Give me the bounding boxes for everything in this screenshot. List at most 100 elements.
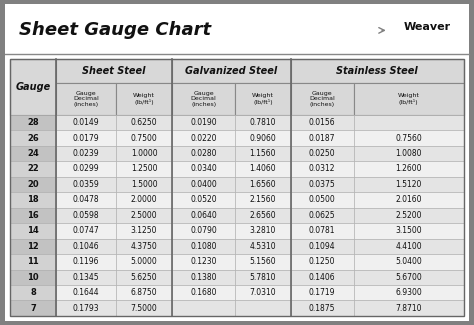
Bar bbox=[235, 239, 291, 254]
Text: 4.4100: 4.4100 bbox=[395, 242, 422, 251]
Bar bbox=[291, 223, 354, 239]
Bar bbox=[172, 177, 235, 192]
Text: Weight
(lb/ft¹): Weight (lb/ft¹) bbox=[398, 93, 419, 105]
Bar bbox=[10, 59, 56, 115]
Text: 0.0280: 0.0280 bbox=[191, 149, 217, 158]
Text: 0.1046: 0.1046 bbox=[73, 242, 100, 251]
Text: 26: 26 bbox=[27, 134, 39, 143]
Text: 28: 28 bbox=[27, 118, 39, 127]
Bar bbox=[10, 177, 56, 192]
Text: Sheet Gauge Chart: Sheet Gauge Chart bbox=[19, 21, 211, 39]
Text: 0.0156: 0.0156 bbox=[309, 118, 336, 127]
Text: 0.0250: 0.0250 bbox=[309, 149, 336, 158]
Text: 0.1230: 0.1230 bbox=[191, 257, 217, 266]
Bar bbox=[172, 83, 235, 115]
Bar bbox=[235, 115, 291, 130]
Bar bbox=[354, 300, 464, 316]
Bar bbox=[354, 130, 464, 146]
Text: 0.0312: 0.0312 bbox=[309, 164, 335, 174]
Bar bbox=[291, 300, 354, 316]
Text: 0.0220: 0.0220 bbox=[191, 134, 217, 143]
Bar bbox=[291, 83, 354, 115]
Text: 0.0500: 0.0500 bbox=[309, 195, 336, 204]
Text: 0.0625: 0.0625 bbox=[309, 211, 336, 220]
Text: Sheet Steel: Sheet Steel bbox=[82, 66, 146, 76]
Text: 0.0790: 0.0790 bbox=[190, 226, 217, 235]
Bar bbox=[354, 285, 464, 300]
Bar bbox=[354, 223, 464, 239]
Bar bbox=[10, 130, 56, 146]
Text: 7.0310: 7.0310 bbox=[249, 288, 276, 297]
Bar bbox=[291, 161, 354, 177]
Bar bbox=[291, 254, 354, 269]
Bar bbox=[172, 239, 235, 254]
Bar bbox=[116, 115, 172, 130]
Bar bbox=[291, 59, 464, 83]
Bar bbox=[116, 223, 172, 239]
Text: 0.0478: 0.0478 bbox=[73, 195, 100, 204]
Bar bbox=[10, 59, 464, 316]
Bar bbox=[10, 146, 56, 161]
Text: 7: 7 bbox=[30, 304, 36, 313]
Bar bbox=[10, 239, 56, 254]
Text: 22: 22 bbox=[27, 164, 39, 174]
Bar bbox=[116, 192, 172, 208]
Bar bbox=[56, 83, 116, 115]
Text: 0.1080: 0.1080 bbox=[191, 242, 217, 251]
Bar bbox=[10, 115, 56, 130]
Bar bbox=[235, 83, 291, 115]
Text: 0.0375: 0.0375 bbox=[309, 180, 336, 189]
Text: 0.0187: 0.0187 bbox=[309, 134, 335, 143]
Text: 2.0160: 2.0160 bbox=[395, 195, 422, 204]
Text: 2.0000: 2.0000 bbox=[131, 195, 157, 204]
Bar bbox=[172, 192, 235, 208]
Text: 0.0179: 0.0179 bbox=[73, 134, 100, 143]
Text: Gauge
Decimal
(inches): Gauge Decimal (inches) bbox=[73, 91, 99, 107]
Bar bbox=[172, 269, 235, 285]
Text: 5.7810: 5.7810 bbox=[250, 273, 276, 282]
Text: 4.3750: 4.3750 bbox=[131, 242, 157, 251]
Text: 20: 20 bbox=[27, 180, 39, 189]
Text: 12: 12 bbox=[27, 242, 39, 251]
Bar bbox=[172, 161, 235, 177]
Bar bbox=[354, 192, 464, 208]
Bar bbox=[116, 177, 172, 192]
Text: 16: 16 bbox=[27, 211, 39, 220]
Bar bbox=[291, 146, 354, 161]
Text: 0.1345: 0.1345 bbox=[73, 273, 100, 282]
Text: 0.0781: 0.0781 bbox=[309, 226, 335, 235]
Text: 0.0340: 0.0340 bbox=[190, 164, 217, 174]
Text: Gauge
Decimal
(inches): Gauge Decimal (inches) bbox=[309, 91, 335, 107]
Bar bbox=[56, 208, 116, 223]
Bar bbox=[56, 177, 116, 192]
Bar bbox=[235, 300, 291, 316]
Bar bbox=[10, 300, 56, 316]
Text: 0.0190: 0.0190 bbox=[190, 118, 217, 127]
Text: 0.7560: 0.7560 bbox=[395, 134, 422, 143]
Bar bbox=[56, 285, 116, 300]
Bar bbox=[291, 177, 354, 192]
Bar bbox=[354, 161, 464, 177]
Text: 2.6560: 2.6560 bbox=[249, 211, 276, 220]
Bar bbox=[10, 223, 56, 239]
Bar bbox=[291, 239, 354, 254]
Text: 1.5000: 1.5000 bbox=[131, 180, 157, 189]
Text: 4.5310: 4.5310 bbox=[249, 242, 276, 251]
Bar bbox=[354, 269, 464, 285]
Bar bbox=[354, 208, 464, 223]
Bar bbox=[235, 177, 291, 192]
Text: 0.1644: 0.1644 bbox=[73, 288, 100, 297]
Bar bbox=[354, 239, 464, 254]
Bar bbox=[172, 146, 235, 161]
Text: 7.8710: 7.8710 bbox=[395, 304, 422, 313]
Text: 1.0000: 1.0000 bbox=[131, 149, 157, 158]
Bar bbox=[116, 239, 172, 254]
Bar bbox=[116, 269, 172, 285]
Text: Gauge: Gauge bbox=[16, 82, 51, 92]
Bar bbox=[291, 115, 354, 130]
Bar bbox=[116, 130, 172, 146]
Bar bbox=[235, 130, 291, 146]
Text: 14: 14 bbox=[27, 226, 39, 235]
Bar bbox=[56, 130, 116, 146]
Bar bbox=[354, 146, 464, 161]
